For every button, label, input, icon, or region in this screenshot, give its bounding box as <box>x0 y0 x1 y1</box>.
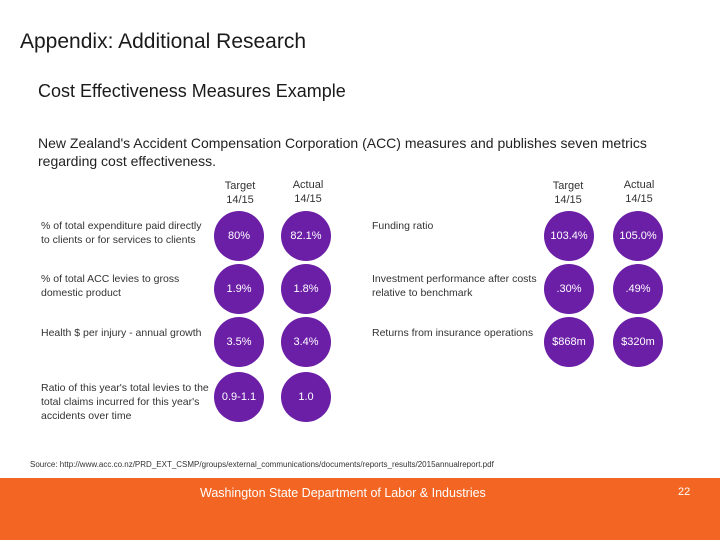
slide-subtitle: Cost Effectiveness Measures Example <box>38 81 346 101</box>
footer-bar <box>0 478 720 540</box>
left-metric-label-2: % of total ACC levies to gross domestic … <box>41 273 180 299</box>
left-metric-label-4: Ratio of this year's total levies to the… <box>41 382 209 422</box>
left-metric-target-3: 3.5% <box>214 317 264 367</box>
left-metric-actual-1: 82.1% <box>281 211 331 261</box>
left-metric-actual-3: 3.4% <box>281 317 331 367</box>
left-metric-actual-4: 1.0 <box>281 372 331 422</box>
left-metric-target-2: 1.9% <box>214 264 264 314</box>
right-metric-actual-2: .49% <box>613 264 663 314</box>
right-metric-target-3: $868m <box>544 317 594 367</box>
right-metric-label-2: Investment performance after costs relat… <box>372 273 537 299</box>
right-metric-target-2: .30% <box>544 264 594 314</box>
footer-org-name: Washington State Department of Labor & I… <box>200 486 486 500</box>
slide-title: Appendix: Additional Research <box>20 30 307 53</box>
source-citation: Source: http://www.acc.co.nz/PRD_EXT_CSM… <box>30 460 494 469</box>
right-target-header: Target 14/15 <box>552 180 584 206</box>
left-metric-target-1: 80% <box>214 211 264 261</box>
right-metric-actual-1: 105.0% <box>613 211 663 261</box>
right-metric-target-1: 103.4% <box>544 211 594 261</box>
left-metric-label-3: Health $ per injury - annual growth <box>41 327 202 339</box>
right-metric-label-3: Returns from insurance operations <box>372 327 534 339</box>
left-metric-actual-2: 1.8% <box>281 264 331 314</box>
intro-text: New Zealand's Accident Compensation Corp… <box>38 135 647 169</box>
left-metric-target-4: 0.9-1.1 <box>214 372 264 422</box>
page-number: 22 <box>678 486 691 498</box>
left-actual-header: Actual 14/15 <box>292 179 324 205</box>
right-metric-label-1: Funding ratio <box>372 220 434 232</box>
left-target-header: Target 14/15 <box>224 180 256 206</box>
right-actual-header: Actual 14/15 <box>623 179 655 205</box>
right-metric-actual-3: $320m <box>613 317 663 367</box>
left-metric-label-1: % of total expenditure paid directly to … <box>41 220 202 246</box>
